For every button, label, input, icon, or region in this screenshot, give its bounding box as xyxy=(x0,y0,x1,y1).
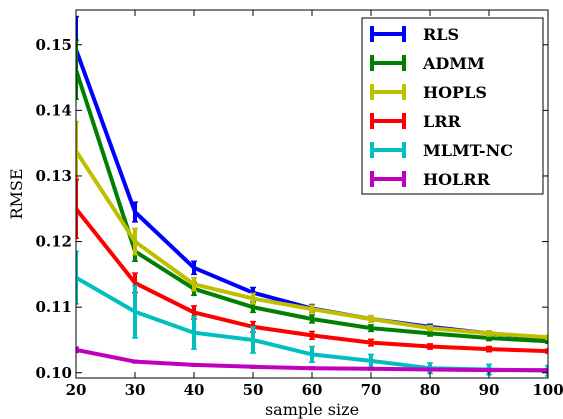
y-tick-label: 0.11 xyxy=(35,298,72,316)
series-line xyxy=(76,207,548,354)
legend-item-admm: ADMM xyxy=(370,54,485,73)
x-tick-label: 20 xyxy=(66,381,87,399)
y-tick-label: 0.14 xyxy=(35,101,72,119)
x-tick-label: 100 xyxy=(532,381,563,399)
x-axis-label: sample size xyxy=(265,400,359,419)
legend-label: RLS xyxy=(423,25,459,44)
x-tick-label: 60 xyxy=(302,381,323,399)
x-tick-label: 80 xyxy=(420,381,441,399)
x-tick-label: 90 xyxy=(479,381,500,399)
legend-item-mlmt-nc: MLMT-NC xyxy=(370,141,513,160)
plot-frame xyxy=(75,9,549,379)
series-lrr xyxy=(76,178,548,354)
series-hopls xyxy=(76,120,548,341)
legend-item-holrr: HOLRR xyxy=(370,170,491,189)
y-tick-label: 0.13 xyxy=(35,167,72,185)
legend-frame xyxy=(361,17,544,195)
legend: RLS ADMM HOPLS LRR MLMT-NC HOLRR xyxy=(361,17,544,195)
legend-label: ADMM xyxy=(422,54,485,73)
series-holrr xyxy=(76,346,548,373)
legend-item-hopls: HOPLS xyxy=(370,83,487,102)
x-tick-label: 40 xyxy=(184,381,205,399)
legend-label: LRR xyxy=(423,112,462,131)
legend-item-lrr: LRR xyxy=(370,112,462,131)
legend-item-rls: RLS xyxy=(370,25,459,44)
y-tick-label: 0.12 xyxy=(35,233,72,251)
y-tick-label: 0.10 xyxy=(35,364,72,382)
x-tick-label: 50 xyxy=(243,381,264,399)
x-tick-label: 70 xyxy=(361,381,382,399)
legend-label: HOPLS xyxy=(423,83,487,102)
series-layer xyxy=(76,15,548,377)
legend-label: MLMT-NC xyxy=(423,141,513,160)
x-tick-label: 30 xyxy=(125,381,146,399)
legend-label: HOLRR xyxy=(423,170,491,189)
ticks-layer: 20 30 40 50 60 70 80 90 100 0.10 0.11 0.12 0.13 0.14 0… xyxy=(35,10,563,399)
y-tick-label: 0.15 xyxy=(35,36,72,54)
y-axis-label: RMSE xyxy=(7,168,26,219)
